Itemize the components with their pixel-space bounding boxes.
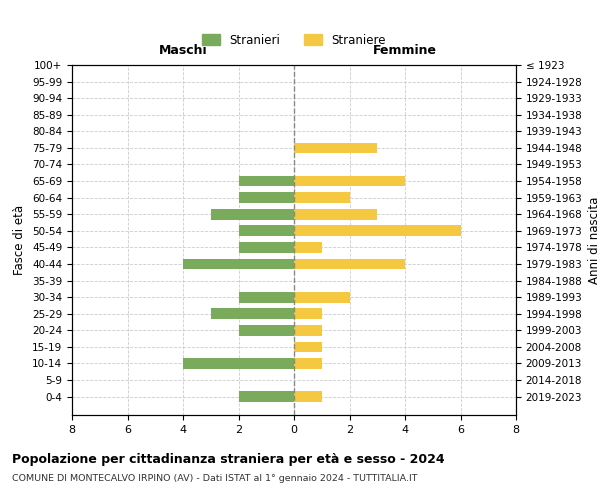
Bar (239, 242, 294, 253)
Text: Maschi: Maschi (158, 44, 208, 58)
Bar (294, 226, 461, 236)
Bar (294, 209, 377, 220)
Bar (294, 308, 322, 319)
Text: COMUNE DI MONTECALVO IRPINO (AV) - Dati ISTAT al 1° gennaio 2024 - TUTTITALIA.IT: COMUNE DI MONTECALVO IRPINO (AV) - Dati … (12, 474, 418, 483)
Bar (239, 226, 294, 236)
Bar (239, 325, 294, 336)
Bar (239, 192, 294, 203)
Bar (294, 292, 349, 302)
Bar (294, 176, 405, 186)
Bar (239, 176, 294, 186)
Bar (183, 258, 294, 270)
Bar (294, 192, 349, 203)
Bar (183, 358, 294, 369)
Y-axis label: Fasce di età: Fasce di età (13, 205, 26, 275)
Bar (211, 209, 294, 220)
Bar (294, 391, 322, 402)
Bar (294, 342, 322, 352)
Bar (239, 391, 294, 402)
Bar (294, 258, 405, 270)
Bar (294, 142, 377, 154)
Text: Popolazione per cittadinanza straniera per età e sesso - 2024: Popolazione per cittadinanza straniera p… (12, 452, 445, 466)
Text: Femmine: Femmine (373, 44, 437, 58)
Bar (211, 308, 294, 319)
Y-axis label: Anni di nascita: Anni di nascita (588, 196, 600, 284)
Bar (294, 358, 322, 369)
Bar (294, 242, 322, 253)
Legend: Stranieri, Straniere: Stranieri, Straniere (197, 29, 391, 52)
Bar (239, 292, 294, 302)
Bar (294, 325, 322, 336)
